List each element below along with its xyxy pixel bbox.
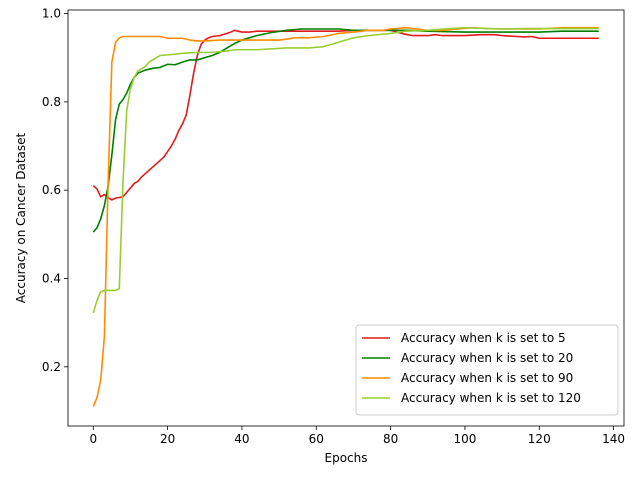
y-axis-label: Accuracy on Cancer Dataset	[14, 132, 28, 303]
x-tick-label: 60	[309, 432, 324, 446]
y-tick-label: 0.4	[42, 272, 61, 286]
plot-frame	[67, 9, 625, 427]
x-tick-label: 120	[528, 432, 551, 446]
y-tick-label: 0.6	[42, 183, 61, 197]
legend-entry-1: Accuracy when k is set to 5	[401, 331, 566, 345]
x-axis: 0 20 40 60 80 100 120 140	[89, 426, 625, 446]
legend-box	[355, 324, 619, 416]
y-axis: 0.2 0.4 0.6 0.8 1.0	[42, 7, 68, 374]
x-tick-label: 140	[602, 432, 625, 446]
y-tick-label: 1.0	[42, 7, 61, 21]
x-axis-label: Epochs	[325, 451, 368, 465]
legend: Accuracy when k is set to 5 Accuracy when…	[355, 324, 619, 416]
series-layer	[92, 26, 599, 407]
series-line-2	[92, 28, 599, 233]
y-tick-label: 0.2	[42, 360, 61, 374]
x-tick-label: 100	[453, 432, 476, 446]
x-tick-label: 0	[89, 432, 97, 446]
x-tick-label: 20	[160, 432, 175, 446]
x-tick-label: 40	[234, 432, 249, 446]
x-tick-label: 80	[383, 432, 398, 446]
legend-entry-2: Accuracy when k is set to 20	[401, 351, 573, 365]
legend-entry-3: Accuracy when k is set to 90	[401, 371, 573, 385]
series-line-1	[92, 29, 599, 201]
y-tick-label: 0.8	[42, 95, 61, 109]
legend-entry-4: Accuracy when k is set to 120	[401, 391, 581, 405]
series-line-4	[92, 26, 599, 314]
